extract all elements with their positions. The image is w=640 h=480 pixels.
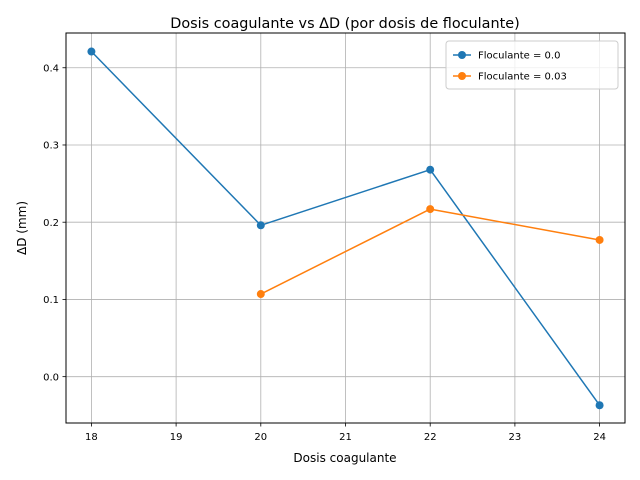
legend-label: Floculante = 0.0 (478, 51, 560, 62)
x-axis-ticks: 18 19 20 21 22 23 24 (85, 423, 606, 443)
y-tick-label: 0.3 (43, 141, 59, 152)
y-tick-label: 0.1 (43, 295, 59, 306)
chart-title: Dosis coagulante vs ΔD (por dosis de flo… (170, 16, 519, 32)
legend: Floculante = 0.0 Floculante = 0.03 (445, 40, 619, 90)
y-axis-label: ΔD (mm) (15, 201, 29, 255)
data-point (256, 290, 265, 299)
series-group (87, 47, 604, 410)
data-point (87, 47, 96, 56)
x-tick-label: 24 (593, 432, 606, 443)
data-point (595, 235, 604, 244)
y-tick-label: 0.4 (43, 63, 59, 74)
data-point (256, 221, 265, 230)
grid-lines (66, 33, 625, 423)
legend-box (445, 40, 619, 90)
x-tick-label: 21 (339, 432, 352, 443)
x-tick-label: 18 (85, 432, 98, 443)
y-axis-ticks: 0.0 0.1 0.2 0.3 0.4 (43, 63, 66, 383)
x-tick-label: 22 (424, 432, 437, 443)
x-axis-label: Dosis coagulante (293, 451, 396, 465)
x-tick-label: 23 (509, 432, 522, 443)
y-tick-label: 0.2 (43, 218, 59, 229)
series-line-0 (90, 51, 601, 406)
x-tick-label: 19 (170, 432, 183, 443)
legend-marker (458, 72, 466, 80)
y-tick-label: 0.0 (43, 372, 59, 383)
x-tick-label: 20 (254, 432, 267, 443)
data-point (595, 401, 604, 410)
legend-label: Floculante = 0.03 (478, 72, 567, 83)
data-point (426, 205, 435, 214)
data-point (426, 165, 435, 174)
legend-marker (458, 51, 466, 59)
